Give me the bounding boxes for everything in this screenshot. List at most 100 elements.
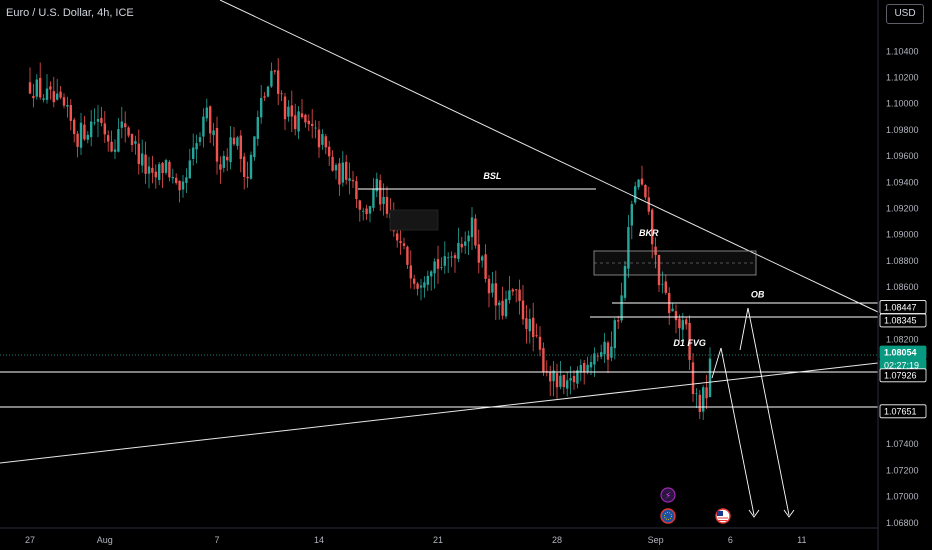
candle <box>171 176 174 179</box>
candle <box>134 141 137 144</box>
candle <box>695 393 698 395</box>
candle <box>518 289 521 301</box>
candle <box>351 180 355 182</box>
candle <box>328 146 331 157</box>
candle <box>110 141 113 152</box>
y-tick-label: 1.08600 <box>886 282 919 292</box>
candle <box>107 135 110 142</box>
candle <box>579 365 582 373</box>
projection-path-1[interactable] <box>711 347 755 516</box>
candle <box>260 97 263 118</box>
candle <box>457 242 460 259</box>
candle <box>317 129 321 148</box>
y-tick-label: 1.09400 <box>886 177 919 187</box>
candle <box>555 373 559 388</box>
projection-path-2[interactable] <box>739 307 790 516</box>
y-tick-label: 1.10000 <box>886 99 919 109</box>
candle <box>375 178 378 192</box>
candle <box>185 177 188 183</box>
candle <box>113 149 117 152</box>
candle <box>341 162 344 183</box>
candle <box>651 209 654 245</box>
candle <box>324 136 327 148</box>
candle <box>270 70 273 87</box>
candle <box>287 106 290 117</box>
x-axis[interactable]: 27 Aug 7 14 21 28 Sep 6 11 <box>0 527 878 550</box>
candle <box>419 285 423 288</box>
y-tick-label: 1.09600 <box>886 151 919 161</box>
candle <box>433 261 436 274</box>
candle <box>593 353 596 365</box>
candles-layer <box>28 58 712 420</box>
candle <box>66 105 69 107</box>
candle <box>423 282 426 288</box>
candle <box>396 233 399 241</box>
eu-flag-icon[interactable] <box>660 508 676 524</box>
candle <box>334 165 338 171</box>
annotation-label: OB <box>751 290 765 300</box>
candle <box>117 129 120 152</box>
candle <box>416 283 419 289</box>
candle <box>304 114 307 123</box>
ascending-trendline[interactable] <box>0 362 879 464</box>
candle <box>222 155 225 168</box>
candle <box>430 271 433 277</box>
candle <box>263 96 266 98</box>
candle <box>120 121 123 128</box>
candle <box>525 318 528 330</box>
candle <box>215 127 219 162</box>
candle <box>453 255 457 259</box>
candle <box>52 91 55 103</box>
candle <box>266 86 270 97</box>
candle <box>42 98 45 100</box>
y-tick-label: 1.07400 <box>886 439 919 449</box>
y-axis[interactable]: 1.10400 1.10200 1.10000 1.09800 1.09600 1.094… <box>877 0 932 550</box>
candle <box>634 186 637 203</box>
candle <box>450 256 453 258</box>
candle <box>219 164 222 170</box>
candle <box>501 300 504 316</box>
candle <box>552 370 555 382</box>
candle <box>338 163 341 185</box>
candle <box>600 352 603 357</box>
candle <box>59 91 62 98</box>
candle <box>226 156 229 161</box>
x-tick-label: 27 <box>25 535 35 545</box>
x-tick-label: Aug <box>97 535 113 545</box>
candle <box>436 259 440 269</box>
candle <box>511 289 514 292</box>
candle <box>702 387 705 412</box>
candle <box>688 323 691 360</box>
candle <box>532 317 535 338</box>
price-tag <box>879 313 927 328</box>
drawings-layer <box>0 0 879 518</box>
candle <box>467 235 470 242</box>
candle <box>610 346 613 358</box>
lightning-icon[interactable] <box>660 487 676 503</box>
candle <box>28 82 32 94</box>
annotations-layer: BSL BKR OB D1 FVG <box>483 171 764 348</box>
candle <box>232 137 236 145</box>
candle <box>137 143 140 165</box>
candle <box>307 120 310 125</box>
candle <box>708 358 712 398</box>
arrowhead-2 <box>783 509 795 518</box>
candle <box>440 266 443 268</box>
candle <box>209 106 212 134</box>
candle <box>290 105 293 117</box>
candle <box>239 135 242 159</box>
candle <box>681 320 684 330</box>
currency-button[interactable]: USD <box>886 4 924 24</box>
range-box[interactable] <box>389 209 439 231</box>
candle <box>542 348 545 372</box>
candle <box>178 180 181 191</box>
candle <box>664 281 667 293</box>
candle <box>372 188 375 208</box>
descending-trendline[interactable] <box>219 0 879 313</box>
candle <box>481 256 484 261</box>
price-tag <box>879 368 927 383</box>
candle <box>589 362 593 368</box>
candle <box>413 278 416 284</box>
price-tag-label: 02:27:19 <box>884 361 919 371</box>
